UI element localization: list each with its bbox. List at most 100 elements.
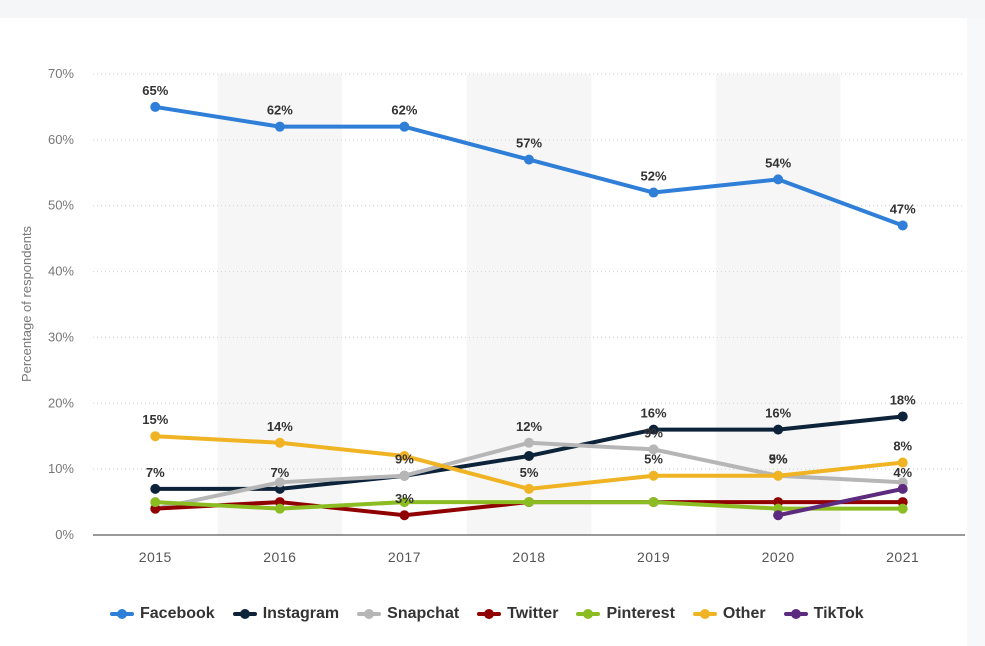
y-axis-ticks: 0% 10% 20% 30% 40% 50% 60% 70% <box>48 66 74 542</box>
legend-item-pinterest[interactable]: Pinterest <box>576 605 675 623</box>
facebook-point[interactable] <box>150 101 161 112</box>
facebook-point[interactable] <box>648 187 659 198</box>
column-band <box>715 74 841 535</box>
legend-marker-icon <box>692 609 717 619</box>
tiktok-data-label: 4% <box>893 465 912 480</box>
y-tick-label: 70% <box>48 66 74 81</box>
y-tick-label: 60% <box>48 132 74 147</box>
facebook-point[interactable] <box>274 121 285 132</box>
legend-item-twitter[interactable]: Twitter <box>477 605 558 623</box>
other-data-label: 5% <box>520 465 539 480</box>
other-point[interactable] <box>773 470 784 481</box>
alternating-bands <box>217 74 841 535</box>
tiktok-point[interactable] <box>773 510 784 521</box>
x-tick-label: 2018 <box>512 549 545 565</box>
twitter-point[interactable] <box>399 510 410 521</box>
other-data-label: 14% <box>267 419 293 434</box>
y-axis-label: Percentage of respondents <box>19 225 34 382</box>
other-point[interactable] <box>274 437 285 448</box>
y-tick-label: 50% <box>48 198 74 213</box>
legend-item-tiktok[interactable]: TikTok <box>783 605 864 623</box>
snapchat-data-label: 9% <box>395 452 414 467</box>
snapchat-point[interactable] <box>524 437 534 448</box>
snapchat-point[interactable] <box>648 444 659 455</box>
snapchat-point[interactable] <box>274 477 285 488</box>
instagram-point[interactable] <box>773 424 784 435</box>
x-tick-label: 2019 <box>637 549 670 565</box>
x-tick-label: 2015 <box>139 549 172 565</box>
series-facebook[interactable] <box>150 101 908 231</box>
pinterest-point[interactable] <box>150 497 161 508</box>
x-tick-label: 2021 <box>886 549 919 565</box>
x-tick-label: 2020 <box>762 549 795 565</box>
other-point[interactable] <box>524 483 534 494</box>
facebook-data-label: 65% <box>142 83 168 98</box>
facebook-point[interactable] <box>897 220 908 231</box>
instagram-data-label: 16% <box>641 406 667 421</box>
other-point[interactable] <box>648 470 659 481</box>
instagram-point[interactable] <box>648 424 659 435</box>
facebook-point[interactable] <box>399 121 410 132</box>
pinterest-point[interactable] <box>897 503 908 514</box>
legend-marker-icon <box>783 609 808 619</box>
other-point[interactable] <box>399 450 410 461</box>
legend-item-facebook[interactable]: Facebook <box>110 605 215 623</box>
series-other[interactable] <box>150 431 908 494</box>
y-tick-label: 40% <box>48 264 74 279</box>
instagram-data-label: 7% <box>146 465 165 480</box>
snapchat-data-label: 9% <box>644 425 663 440</box>
instagram-point[interactable] <box>897 411 908 422</box>
gridlines <box>93 73 965 536</box>
legend-marker-icon <box>357 609 382 619</box>
facebook-data-label: 54% <box>765 155 791 170</box>
line-chart: 0% 10% 20% 30% 40% 50% 60% 70% 2015 2016 2017 2018… <box>19 66 965 565</box>
facebook-data-label: 47% <box>890 201 916 216</box>
snapchat-data-label: 12% <box>516 419 542 434</box>
legend-marker-icon <box>576 609 601 619</box>
series-lines <box>150 101 908 521</box>
other-point[interactable] <box>897 457 908 468</box>
other-data-label: 8% <box>893 439 912 454</box>
other-point[interactable] <box>150 431 161 442</box>
other-data-label: 5% <box>769 452 788 467</box>
column-band <box>217 74 343 535</box>
legend-item-instagram[interactable]: Instagram <box>232 605 340 623</box>
x-tick-label: 2017 <box>388 549 421 565</box>
scrollbar-track[interactable] <box>967 18 985 646</box>
legend-marker-icon <box>477 609 502 619</box>
legend-label: Snapchat <box>387 605 460 622</box>
legend-label: Pinterest <box>606 605 675 622</box>
instagram-data-label: 18% <box>890 392 916 407</box>
pinterest-point[interactable] <box>399 497 410 508</box>
legend-label: Twitter <box>507 605 559 622</box>
legend-label: Facebook <box>140 605 215 622</box>
legend-item-snapchat[interactable]: Snapchat <box>357 605 459 623</box>
legend-label: Other <box>722 605 766 622</box>
facebook-data-label: 62% <box>267 103 293 118</box>
data-labels: 65% 62% 62% 57% 52% 54% 47% 7% 7% 16% 16% 18% 9% 12% 9… <box>142 83 916 506</box>
tiktok-line <box>776 486 905 518</box>
pinterest-point[interactable] <box>274 503 285 514</box>
series-tiktok[interactable] <box>773 483 908 521</box>
facebook-point[interactable] <box>524 154 534 165</box>
pinterest-point[interactable] <box>524 497 534 508</box>
tiktok-point[interactable] <box>897 483 908 494</box>
legend-item-other[interactable]: Other <box>692 605 766 623</box>
legend-marker-icon <box>110 609 134 619</box>
other-data-label: 5% <box>644 452 663 467</box>
snapchat-data-label: 9% <box>769 452 788 467</box>
y-tick-label: 0% <box>55 527 74 542</box>
y-tick-label: 20% <box>48 395 74 410</box>
legend-label: Instagram <box>262 605 340 622</box>
snapchat-point[interactable] <box>399 470 410 481</box>
top-bar <box>0 0 985 18</box>
instagram-point[interactable] <box>524 450 534 461</box>
legend: Facebook Instagram Snapchat Twitter Pinteres… <box>110 603 864 625</box>
pinterest-point[interactable] <box>648 497 659 508</box>
instagram-point[interactable] <box>150 483 161 494</box>
x-axis-ticks: 2015 2016 2017 2018 2019 2020 2021 <box>139 549 919 565</box>
x-tick-label: 2016 <box>263 549 296 565</box>
legend-marker-icon <box>232 609 257 619</box>
facebook-point[interactable] <box>773 174 784 185</box>
facebook-data-label: 57% <box>516 136 542 151</box>
